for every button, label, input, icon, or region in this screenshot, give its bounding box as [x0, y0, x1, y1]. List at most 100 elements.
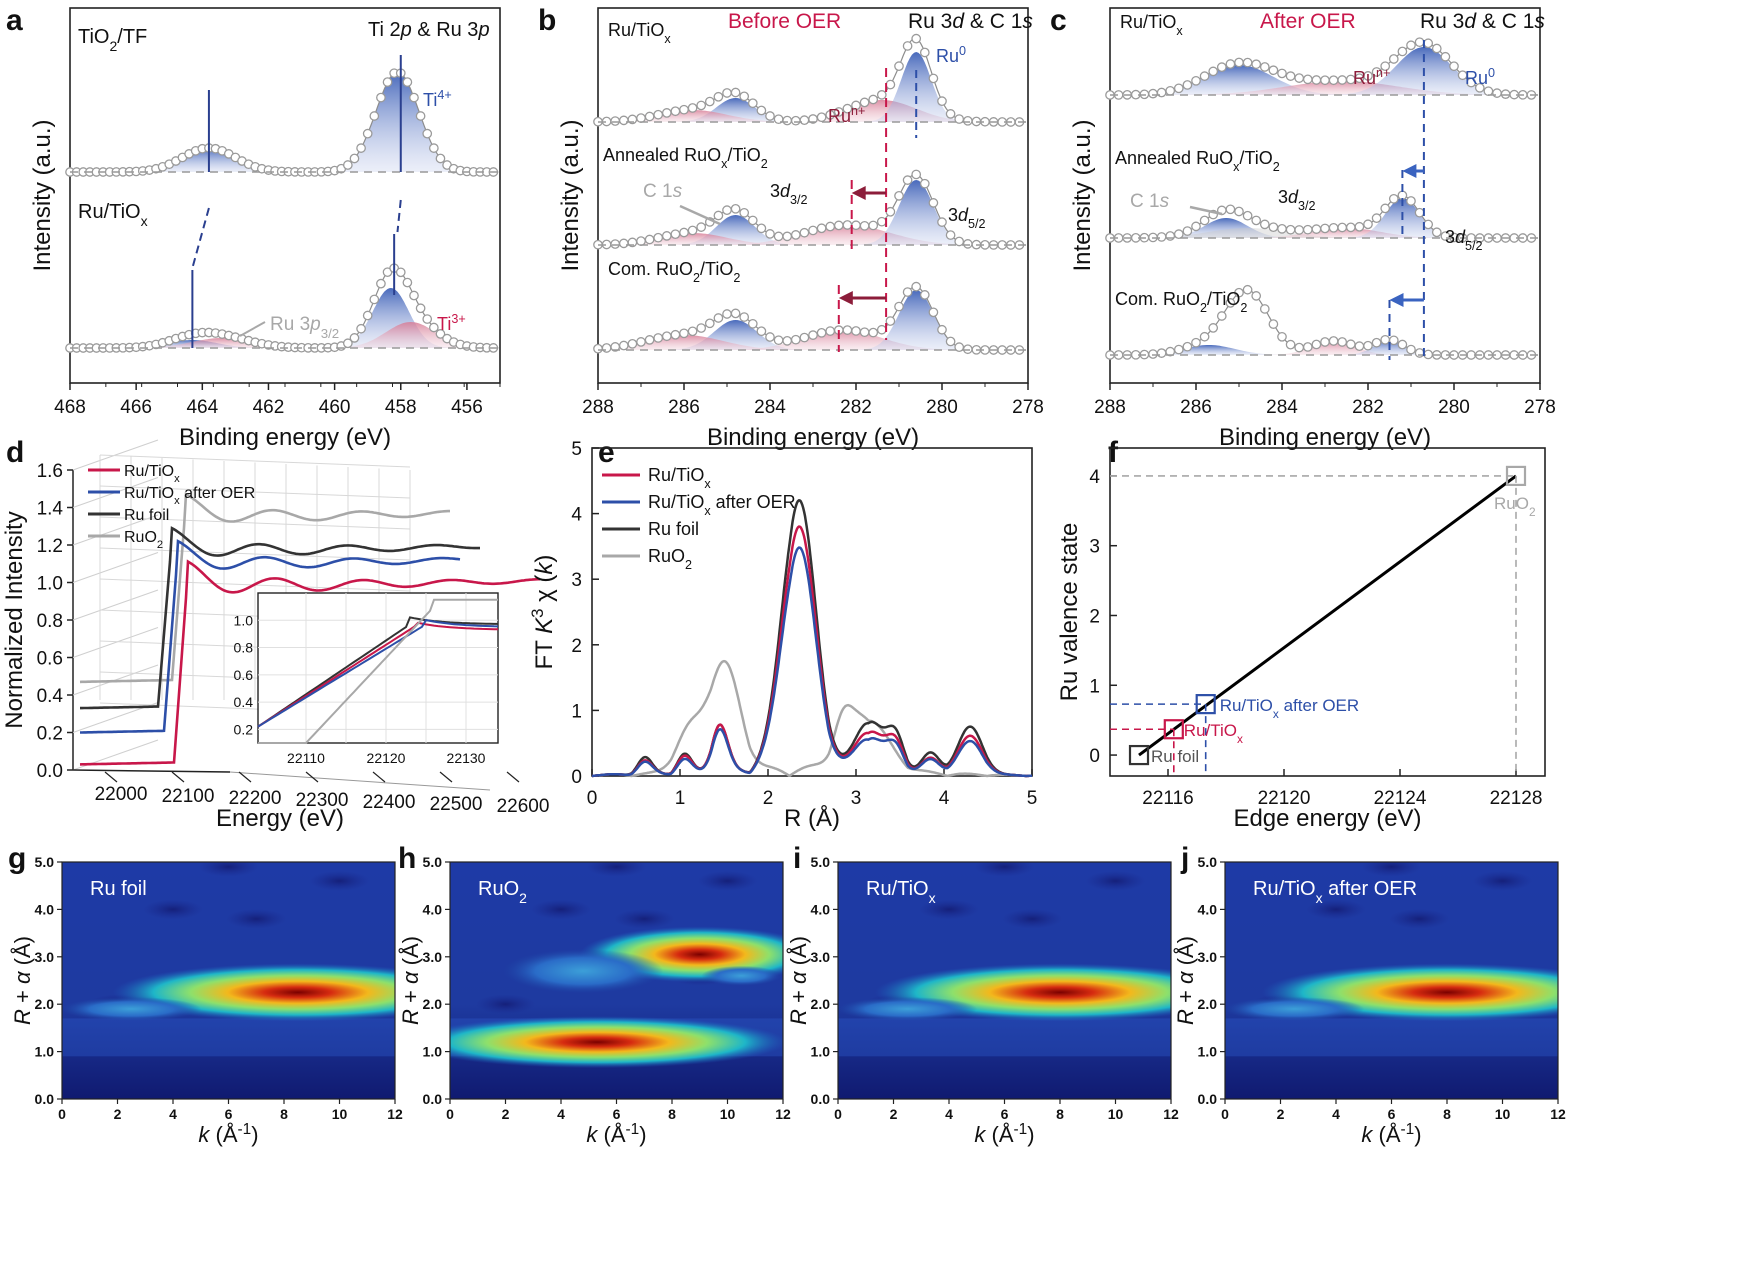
- x-tick-label: 6: [1388, 1106, 1396, 1122]
- legend-label: Ru/TiOx: [648, 465, 711, 491]
- x-tick: [171, 771, 185, 783]
- data-point: [1328, 75, 1339, 86]
- data-point: [928, 73, 939, 84]
- data-point: [1225, 298, 1236, 308]
- d52-label: 3d5/2: [1445, 227, 1483, 253]
- data-point: [1380, 203, 1391, 214]
- data-point: [1337, 222, 1348, 233]
- data-point: [790, 334, 801, 345]
- x-tick-label: 0: [1221, 1106, 1229, 1122]
- fit-component: [1110, 47, 1538, 95]
- data-point: [773, 231, 784, 242]
- x-tick-label: 22000: [95, 784, 148, 805]
- data-point: [868, 94, 879, 105]
- data-point: [919, 178, 930, 189]
- x-tick-label: 10: [332, 1106, 348, 1122]
- x-axis-title: k (Å-1): [974, 1121, 1034, 1148]
- y-tick-label: 2.0: [811, 996, 831, 1012]
- ft-curve: [591, 659, 1032, 778]
- x-tick: [238, 771, 252, 783]
- data-point: [1148, 88, 1158, 99]
- data-point: [842, 325, 853, 335]
- data-point: [636, 236, 646, 246]
- data-point: [1354, 341, 1365, 352]
- x-tick-label: 6: [1001, 1106, 1009, 1122]
- data-point: [661, 331, 672, 342]
- inset-y-tick-label: 0.4: [234, 694, 254, 710]
- x-axis: [72, 769, 231, 773]
- y-tick-label: 0.0: [35, 1091, 55, 1107]
- panel-d: 0.0 0.2 0.4 0.6 0.8 1.0 1.2 1.4 1.6 22000 22100 222…: [1, 439, 549, 832]
- x-tick-label: 286: [668, 397, 700, 418]
- fit-component: [598, 110, 1026, 122]
- data-point: [825, 110, 836, 120]
- heatmap-title: Ru/TiOx: [866, 878, 936, 906]
- x-tick-label: 4: [557, 1106, 565, 1122]
- y-axis-title: R + α (Å): [398, 936, 423, 1025]
- data-point: [1128, 744, 1150, 766]
- data-point: [1380, 61, 1391, 72]
- data-point: [730, 87, 741, 98]
- xanes-curve: [80, 539, 461, 734]
- x-tick-label: 22200: [229, 788, 282, 809]
- data-point: [765, 111, 775, 121]
- heatmap-minor: [1472, 870, 1533, 891]
- y-tick-label: 0.8: [37, 611, 63, 632]
- data-point: [1208, 66, 1219, 77]
- ru3p-label: Ru 3p3/2: [270, 314, 339, 341]
- y-tick-label: 0.2: [37, 724, 63, 745]
- shift-arrowhead: [1402, 164, 1417, 178]
- data-point: [954, 342, 965, 352]
- y-tick-label: 4.0: [35, 901, 55, 917]
- legend-label: Ru/TiOx: [124, 463, 180, 485]
- data-point: [376, 278, 386, 289]
- y-tick-label: 4.0: [811, 901, 831, 917]
- x-tick-label: 282: [1352, 397, 1384, 418]
- y-tick-label: 1.0: [35, 1044, 55, 1060]
- data-point: [402, 77, 413, 87]
- data-point: [765, 332, 775, 342]
- heatmap-minor: [143, 899, 203, 920]
- data-point: [859, 327, 870, 338]
- y-tick-label: 3.0: [423, 949, 443, 965]
- data-point: [1380, 334, 1391, 345]
- x-tick-label: 22124: [1374, 788, 1427, 809]
- data-point: [1311, 75, 1322, 85]
- ft-curve: [591, 499, 1032, 778]
- data-point: [868, 327, 879, 338]
- data-point: [1165, 85, 1176, 96]
- data-point: [601, 343, 612, 353]
- y-axis-title: Intensity (a.u.): [557, 119, 584, 271]
- data-point: [859, 97, 870, 108]
- x-axis-title: Edge energy (eV): [1233, 805, 1421, 832]
- y-tick-label: 1.0: [1198, 1044, 1218, 1060]
- x-tick-label: 8: [1443, 1106, 1451, 1122]
- c1s-label: C 1s: [643, 181, 683, 202]
- x-tick-label: 22100: [162, 786, 215, 807]
- x-tick-label: 1: [675, 788, 686, 809]
- y-axis-title: Normalized Intensity: [1, 511, 28, 728]
- data-point: [773, 335, 784, 346]
- data-point: [1505, 465, 1527, 487]
- data-point: [1285, 71, 1296, 81]
- y-tick-label: 2.0: [423, 996, 443, 1012]
- y-tick-label: 4.0: [1198, 901, 1218, 917]
- annotation-line: [679, 204, 721, 226]
- data-point: [636, 113, 646, 123]
- data-point: [1294, 225, 1305, 235]
- data-point: [1251, 215, 1262, 226]
- data-point: [1225, 59, 1236, 69]
- x-tick-label: 284: [754, 397, 786, 418]
- data-point: [428, 143, 439, 153]
- legend-label: Ru foil: [648, 519, 699, 539]
- data-point: [661, 231, 672, 241]
- x-tick-label: 2: [890, 1106, 898, 1122]
- data-point: [1406, 344, 1416, 355]
- data-point: [1311, 224, 1322, 234]
- y-tick-label: 5.0: [423, 854, 443, 870]
- x-tick-label: 8: [1056, 1106, 1064, 1122]
- data-point: [653, 232, 664, 243]
- x-axis-title: k (Å-1): [1361, 1121, 1421, 1148]
- data-point: [833, 220, 844, 231]
- y-tick-label: 0.6: [37, 649, 63, 670]
